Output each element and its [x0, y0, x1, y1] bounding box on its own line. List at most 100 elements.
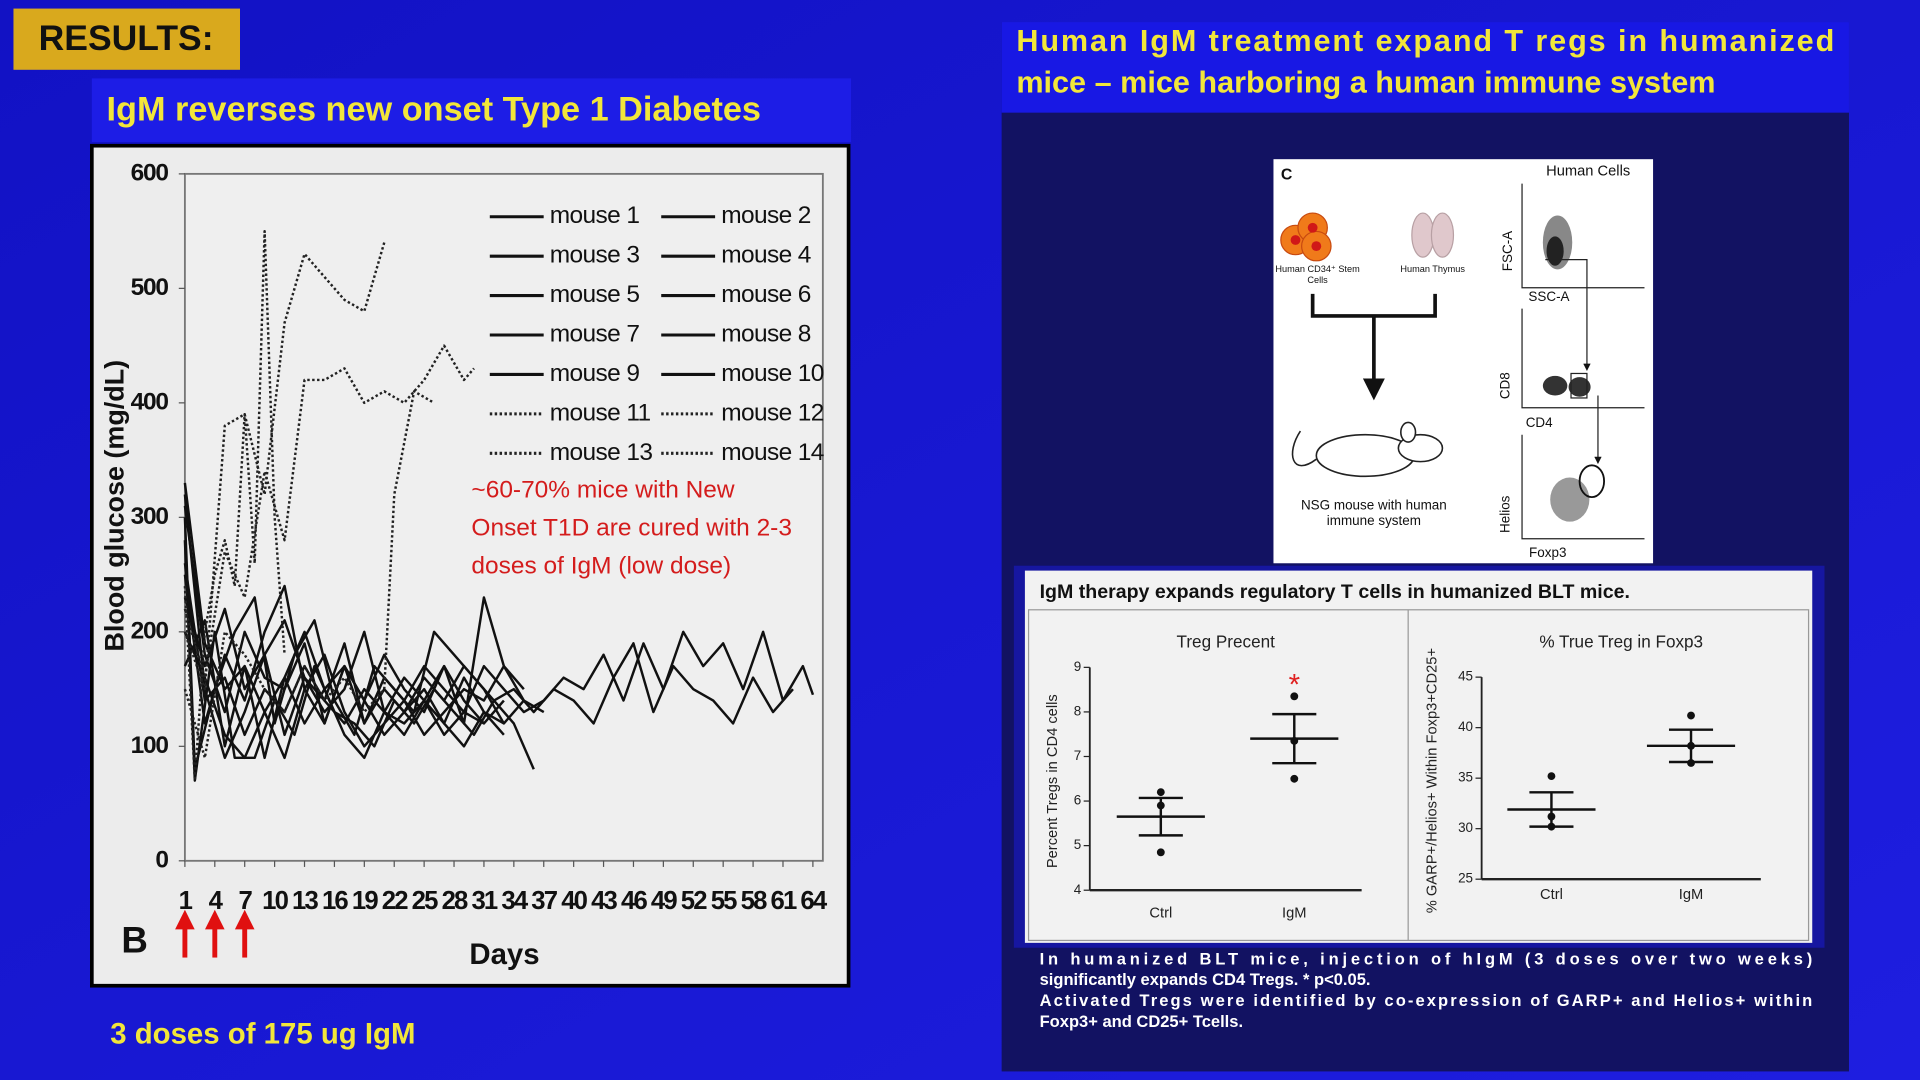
data-point [1687, 711, 1695, 720]
chart-title: % True Treg in Foxp3 [1539, 631, 1703, 651]
right-title-line: mice – mice harboring a human immune sys… [1016, 66, 1715, 100]
stem-cells-label: Cells [1307, 275, 1328, 285]
annotation: Onset T1D are cured with 2-3 [471, 514, 792, 541]
flow-plots [1521, 183, 1645, 540]
legend-label: mouse 9 [550, 360, 640, 387]
x-tick-label: 64 [800, 887, 827, 915]
y-tick-label: 200 [131, 617, 169, 644]
y-tick-label: 25 [1458, 871, 1473, 886]
x-tick-label: Ctrl [1540, 887, 1563, 903]
y-tick-label: 400 [131, 388, 169, 415]
figure-box [1024, 570, 1813, 943]
y-tick-label: 7 [1074, 748, 1081, 763]
y-tick-label: 100 [131, 732, 169, 759]
legend-label: mouse 11 [550, 399, 651, 426]
y-axis-label: Blood glucose (mg/dL) [99, 360, 129, 652]
legend-label: mouse 4 [721, 242, 811, 269]
series-line [183, 505, 485, 725]
thymus-label: Human Thymus [1400, 264, 1465, 274]
mouse-icon [1291, 421, 1444, 478]
y-tick-label: 600 [131, 159, 169, 186]
y-tick-label: 45 [1458, 669, 1473, 684]
error-bar [1272, 712, 1317, 765]
data-point [1156, 788, 1165, 797]
legend-label: mouse 2 [721, 202, 811, 229]
series-line [183, 540, 535, 782]
results-label: RESULTS: [39, 18, 214, 58]
panel-label: C [1281, 166, 1293, 183]
results-box [13, 8, 240, 70]
legend-label: mouse 6 [721, 281, 811, 308]
data-point [1156, 848, 1165, 857]
y-tick-label: 9 [1074, 659, 1081, 674]
y-tick-label: 5 [1074, 837, 1081, 852]
x-tick-label: 49 [651, 887, 677, 915]
series-line [183, 242, 386, 691]
x-tick-label: 19 [352, 887, 378, 915]
y-tick-label: 35 [1458, 770, 1473, 785]
dose-note: 3 doses of 175 ug IgM [110, 1018, 415, 1051]
legend-label: mouse 3 [550, 242, 640, 269]
diagram: C Human CD34⁺ Stem Cells Human Thymus NS… [1273, 159, 1654, 564]
legend-label: mouse 5 [550, 281, 640, 308]
flow-axis-label: CD8 [1498, 372, 1513, 399]
x-axis-label: Days [469, 938, 539, 971]
series-line [183, 229, 286, 782]
x-tick-label: 55 [711, 887, 737, 915]
x-tick-label: 46 [621, 887, 647, 915]
dose-arrow-head [205, 909, 225, 930]
annotation: ~60-70% mice with New [471, 476, 734, 503]
legend-label: mouse 1 [550, 202, 640, 229]
x-tick-label: 16 [322, 887, 348, 915]
series-line [183, 619, 505, 760]
y-tick-label: 30 [1458, 820, 1473, 835]
flow-axis-label: Foxp3 [1529, 545, 1566, 560]
right-title-line: Human IgM treatment expand T regs in hum… [1016, 24, 1834, 58]
x-tick-label: IgM [1679, 887, 1703, 903]
x-tick-label: 52 [681, 887, 707, 915]
y-axis-label: % GARP+/Helios+ Within Foxp3+CD25+ [1425, 648, 1441, 913]
x-tick-label: 61 [771, 887, 797, 915]
y-tick-label: 300 [131, 503, 169, 530]
dose-arrow [175, 909, 195, 958]
caption-line: Activated Tregs were identified by co-ex… [1040, 991, 1813, 1010]
left-title: IgM reverses new onset Type 1 Diabetes [107, 90, 761, 128]
flow-axis-label: CD4 [1526, 415, 1553, 430]
x-tick-label: IgM [1282, 905, 1306, 921]
figure-inner [1027, 609, 1810, 942]
annotation: doses of IgM (low dose) [471, 552, 731, 579]
data-point [1547, 772, 1556, 781]
data-point [1290, 774, 1299, 783]
error-bar [1138, 796, 1183, 837]
dose-arrow [205, 909, 225, 958]
x-tick-label: 43 [591, 887, 617, 915]
y-tick-label: 4 [1074, 882, 1082, 897]
x-tick-label: 40 [561, 887, 587, 915]
plot-area [183, 172, 824, 862]
x-tick-label: 31 [471, 887, 497, 915]
series-line [183, 562, 505, 737]
thymus-icon [1411, 212, 1455, 258]
caption-line: significantly expands CD4 Tregs. * p<0.0… [1040, 970, 1371, 989]
caption-line: Foxp3+ and CD25+ Tcells. [1040, 1012, 1243, 1031]
x-tick-label: 25 [412, 887, 438, 915]
series-line [183, 596, 545, 737]
y-tick-label: 8 [1074, 703, 1081, 718]
figure-title: IgM therapy expands regulatory T cells i… [1040, 581, 1630, 603]
x-tick-label: 37 [531, 887, 557, 915]
legend-label: mouse 14 [721, 439, 824, 466]
flow-axis-label: Helios [1498, 495, 1513, 533]
error-bar [1529, 791, 1574, 828]
x-tick-label: 22 [382, 887, 408, 915]
significance-marker: * [1289, 668, 1300, 701]
right-title-band [1001, 22, 1849, 113]
chart-title: Treg Precent [1177, 631, 1276, 651]
dose-arrow [234, 909, 255, 958]
x-tick-label: 10 [262, 887, 288, 915]
stem-cells-label: Human CD34⁺ Stem [1275, 264, 1360, 274]
series-line [183, 390, 435, 760]
legend-label: mouse 13 [550, 439, 653, 466]
panel-label: B [121, 920, 148, 961]
y-tick-label: 40 [1458, 719, 1473, 734]
